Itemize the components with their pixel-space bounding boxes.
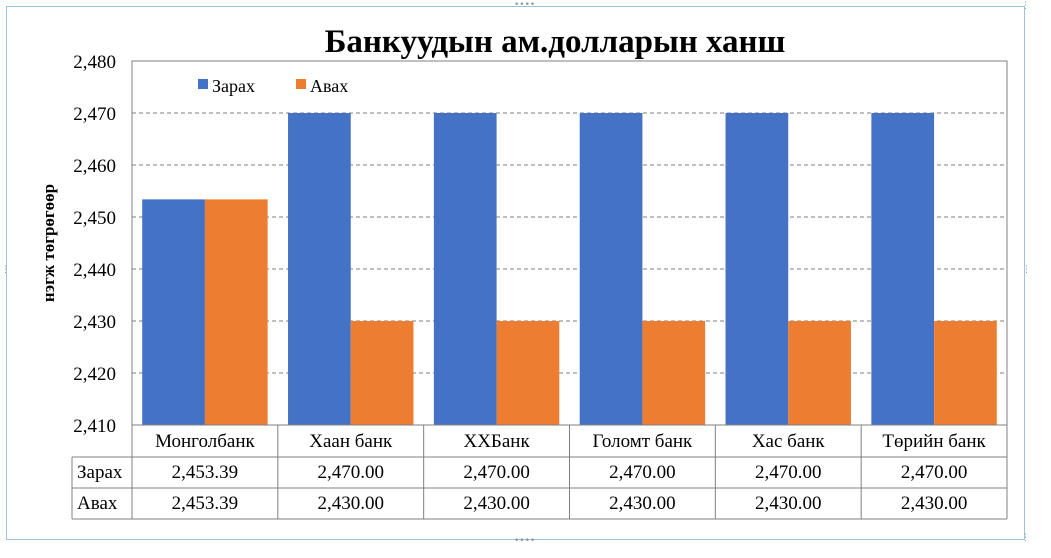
bar-buy <box>350 321 414 425</box>
table-series-label: Зарах <box>77 462 123 483</box>
y-tick-label: 2,480 <box>73 52 116 73</box>
resize-handle-top-right[interactable]: ⋮ <box>1021 1 1030 11</box>
table-series-label: Авах <box>77 493 118 514</box>
y-tick-label: 2,420 <box>73 364 116 385</box>
data-label: 2,470.00 <box>901 462 968 483</box>
bar-sell <box>579 113 643 425</box>
category-label: Төрийн банк <box>882 431 986 452</box>
resize-handle-top[interactable]: •••• <box>514 0 536 10</box>
data-label: 2,470.00 <box>609 462 676 483</box>
category-label: Хас банк <box>752 431 826 452</box>
bar-buy <box>788 321 851 425</box>
y-tick-label: 2,410 <box>73 416 116 437</box>
chart-frame[interactable] <box>6 6 1025 540</box>
bar-buy <box>496 321 560 425</box>
bar-sell <box>142 199 205 425</box>
data-label: 2,430.00 <box>901 493 968 514</box>
bar-sell <box>725 113 789 425</box>
data-label: 2,470.00 <box>318 462 385 483</box>
bar-sell <box>288 113 351 425</box>
bar-buy <box>642 321 706 425</box>
data-label: 2,430.00 <box>609 493 676 514</box>
category-label: Монголбанк <box>155 431 255 452</box>
resize-handle-bottom-right[interactable]: ⋮ <box>1021 533 1030 543</box>
bars <box>142 113 997 425</box>
y-axis-label: нэгж төгрөгөөр <box>39 184 58 302</box>
bar-sell <box>871 113 935 425</box>
data-table: Монголбанк Хаан банк ХХБанк Голомт банк Хас … <box>71 425 1008 520</box>
gridlines <box>132 112 1007 374</box>
legend-swatch[interactable] <box>296 79 306 89</box>
data-label: 2,453.39 <box>172 493 239 514</box>
y-tick-labels: 2,410 2,420 2,430 2,440 2,450 2,460 2,470 2,480 <box>73 52 116 437</box>
resize-handle-left[interactable]: ⋮ <box>1 265 10 275</box>
y-tick-label: 2,460 <box>73 156 116 177</box>
data-label: 2,453.39 <box>172 462 239 483</box>
y-tick-label: 2,430 <box>73 312 116 333</box>
resize-handle-right[interactable]: ⋮ <box>1022 265 1031 275</box>
category-label: Голомт банк <box>593 431 694 452</box>
bar-buy <box>204 199 268 425</box>
y-tick-label: 2,450 <box>73 208 116 229</box>
resize-handle-bottom[interactable]: •••• <box>514 536 536 546</box>
legend-entry[interactable]: Зарах <box>212 76 255 96</box>
y-tick-label: 2,440 <box>73 260 116 281</box>
legend-swatch[interactable] <box>198 79 208 89</box>
data-label: 2,470.00 <box>755 462 822 483</box>
y-tick-label: 2,470 <box>73 104 116 125</box>
data-label: 2,470.00 <box>463 462 530 483</box>
bar-sell <box>433 113 497 425</box>
data-label: 2,430.00 <box>318 493 385 514</box>
data-label: 2,430.00 <box>463 493 530 514</box>
category-label: Хаан банк <box>309 431 393 452</box>
category-label: ХХБанк <box>463 431 530 452</box>
legend-entry[interactable]: Авах <box>310 76 348 96</box>
bar-buy <box>934 321 997 425</box>
legend[interactable]: Зарах Авах <box>198 76 348 96</box>
data-label: 2,430.00 <box>755 493 822 514</box>
chart-title: Банкуудын ам.долларын ханш <box>325 24 786 60</box>
